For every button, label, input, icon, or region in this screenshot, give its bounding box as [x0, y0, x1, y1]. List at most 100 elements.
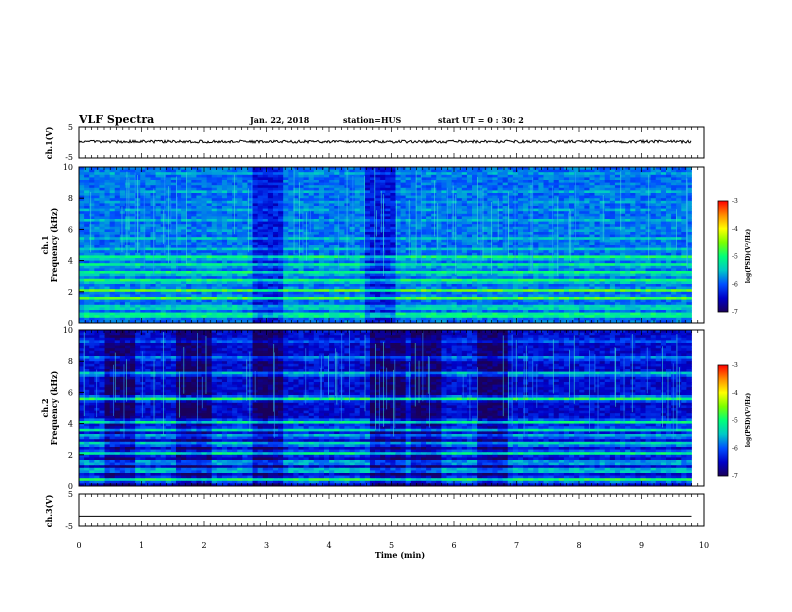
spectrogram-cell — [283, 250, 289, 254]
spectrogram-cell — [512, 221, 519, 225]
spectrogram-cell — [686, 185, 692, 189]
spectrogram-cell — [523, 219, 529, 222]
spectrogram-cell — [405, 237, 412, 241]
spectrogram-cell — [288, 239, 294, 243]
spectrogram-cell — [410, 245, 417, 248]
spectrogram-cell — [124, 177, 131, 181]
spectrogram-cell — [660, 219, 667, 222]
spectrogram-cell — [390, 234, 396, 238]
spectrogram-cell — [589, 250, 595, 254]
spectrogram-cell — [517, 187, 524, 191]
spectrogram-cell — [89, 239, 95, 243]
spectrogram-cell — [175, 237, 182, 241]
spectrogram-cell — [584, 216, 590, 220]
spectrogram-cell — [660, 229, 667, 233]
spectrogram-cell — [502, 185, 509, 189]
spectrogram-cell — [99, 206, 105, 209]
spectrogram-cell — [681, 271, 687, 274]
spectrogram-cell — [599, 250, 606, 254]
spectrogram-cell — [298, 177, 304, 181]
spectrogram-cell — [288, 174, 294, 178]
spectrogram-cell — [94, 187, 100, 191]
spectrogram-cell — [640, 187, 646, 191]
spectrogram-cell — [579, 242, 585, 246]
spectrogram-cell — [303, 265, 310, 269]
spectrogram-cell — [313, 206, 320, 209]
spectrogram-cell — [380, 206, 386, 209]
spectrogram-cell — [579, 198, 585, 202]
spectrogram-cell — [461, 258, 468, 261]
spectrogram-cell — [364, 237, 371, 241]
spectrogram-cell — [140, 167, 146, 170]
spectrogram-cell — [375, 271, 381, 274]
spectrogram-cell — [686, 200, 692, 204]
spectrogram-cell — [410, 234, 417, 238]
spectrogram-cell — [140, 258, 146, 261]
spectrogram-cell — [655, 258, 662, 261]
spectrogram-cell — [538, 208, 544, 212]
spectrogram-cell — [191, 258, 197, 261]
spectrogram-cell — [548, 265, 555, 269]
spectrogram-cell — [671, 213, 677, 217]
spectrogram-cell — [426, 226, 432, 230]
spectrogram-cell — [232, 224, 238, 228]
spectrogram-cell — [441, 224, 447, 228]
spectrogram-cell — [415, 250, 422, 254]
spectrogram-cell — [538, 260, 544, 264]
spectrogram-cell — [436, 203, 442, 207]
spectrogram-cell — [186, 208, 192, 212]
spectrogram-cell — [420, 172, 427, 176]
spectrogram-cell — [124, 224, 131, 228]
spectrogram-cell — [288, 177, 294, 181]
spectrogram-cell — [288, 211, 294, 215]
spectrogram-cell — [446, 250, 452, 254]
spectrogram-cell — [364, 234, 371, 238]
spectrogram-cell — [436, 206, 442, 209]
spectrogram-cell — [130, 265, 136, 269]
spectrogram-cell — [334, 260, 340, 264]
spectrogram-cell — [191, 237, 197, 241]
spectrogram-cell — [318, 234, 325, 238]
spectrogram-cell — [334, 221, 340, 225]
spectrogram-cell — [645, 187, 652, 191]
spectrogram-cell — [140, 219, 146, 222]
spectrogram-cell — [181, 169, 187, 173]
spectrogram-cell — [175, 177, 182, 181]
spectrogram-cell — [630, 172, 636, 176]
spectrogram-cell — [640, 216, 646, 220]
spectrogram-cell — [298, 180, 304, 183]
spectrogram-cell — [334, 177, 340, 181]
spectrogram-cell — [206, 193, 213, 196]
spectrogram-cell — [201, 234, 207, 238]
spectrogram-cell — [369, 250, 376, 254]
spectrogram-cell — [175, 172, 182, 176]
spectrogram-cell — [543, 195, 549, 199]
spectrogram-cell — [247, 182, 253, 186]
spectrogram-cell — [324, 167, 330, 170]
spectrogram-cell — [324, 195, 330, 199]
spectrogram-cell — [487, 265, 493, 269]
spectrogram-cell — [329, 245, 335, 248]
spectrogram-cell — [548, 234, 555, 238]
spectrogram-cell — [318, 224, 325, 228]
spectrogram-cell — [181, 187, 187, 191]
spectrogram-cell — [339, 182, 345, 186]
spectrogram-cell — [415, 177, 422, 181]
spectrogram-cell — [380, 250, 386, 254]
spectrogram-cell — [201, 237, 207, 241]
spectrogram-cell — [318, 200, 325, 204]
spectrogram-cell — [400, 237, 407, 241]
spectrogram-cell — [466, 271, 473, 274]
spectrogram-cell — [221, 190, 228, 194]
spectrogram-cell — [400, 268, 407, 272]
spectrogram-cell — [660, 224, 667, 228]
spectrogram-cell — [186, 260, 192, 264]
spectrogram-cell — [563, 211, 570, 215]
spectrogram-cell — [482, 229, 488, 233]
spectrogram-cell — [242, 177, 248, 181]
spectrogram-cell — [221, 232, 228, 235]
spectrogram-cell — [614, 182, 621, 186]
spectrogram-cell — [594, 271, 601, 274]
spectrogram-cell — [308, 190, 315, 194]
spectrogram-cell — [262, 200, 269, 204]
